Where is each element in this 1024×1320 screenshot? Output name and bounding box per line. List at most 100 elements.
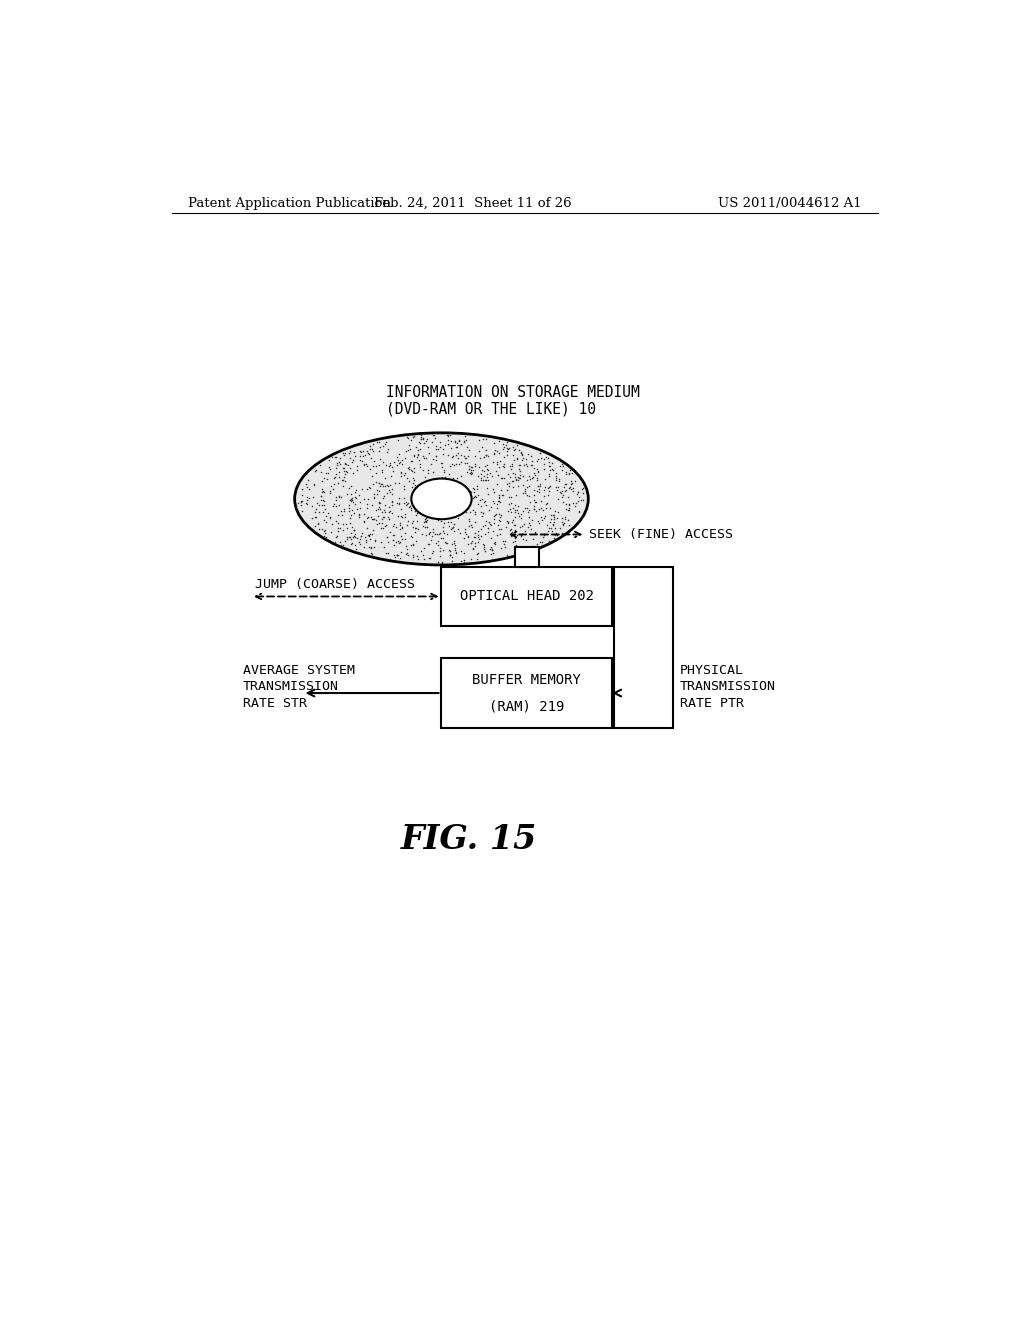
Point (331, 462, 347, 483)
Point (513, 441, 529, 462)
Point (411, 432, 427, 453)
Point (389, 429, 406, 450)
Point (336, 466, 352, 487)
Point (474, 506, 490, 527)
Point (540, 447, 556, 469)
Point (417, 466, 433, 487)
Point (389, 545, 406, 566)
Point (356, 445, 373, 466)
Point (431, 523, 447, 544)
Point (406, 517, 422, 539)
Point (331, 451, 347, 473)
Point (505, 462, 521, 483)
Point (483, 539, 500, 560)
Point (466, 486, 482, 507)
Point (294, 500, 310, 521)
Point (467, 454, 483, 475)
Point (540, 484, 556, 506)
Point (342, 512, 358, 533)
Point (382, 548, 398, 569)
Point (324, 513, 340, 535)
Point (470, 520, 486, 541)
Point (423, 454, 439, 475)
Point (503, 519, 519, 540)
Point (542, 477, 558, 498)
Point (467, 523, 483, 544)
Point (503, 525, 519, 546)
Point (440, 463, 457, 484)
Point (477, 470, 494, 491)
Point (406, 533, 422, 554)
Point (413, 429, 429, 450)
Point (352, 528, 369, 549)
Point (382, 475, 398, 496)
Point (513, 503, 529, 524)
Point (564, 492, 581, 513)
Point (380, 438, 396, 459)
Point (401, 470, 418, 491)
Point (513, 525, 529, 546)
Point (560, 486, 577, 507)
Point (476, 469, 493, 490)
Point (339, 517, 355, 539)
Point (541, 532, 557, 553)
Point (366, 483, 382, 504)
Point (332, 454, 348, 475)
Point (462, 502, 478, 523)
Point (539, 492, 555, 513)
Point (446, 532, 463, 553)
Point (362, 436, 379, 457)
Point (525, 499, 542, 520)
Point (460, 525, 476, 546)
Point (378, 454, 394, 475)
Point (299, 477, 315, 498)
Point (354, 440, 371, 461)
Point (372, 437, 388, 458)
Point (364, 537, 380, 558)
Point (366, 487, 382, 508)
Point (444, 533, 461, 554)
Point (516, 498, 532, 519)
Point (412, 433, 428, 454)
Point (418, 430, 434, 451)
Point (350, 484, 367, 506)
Point (376, 500, 392, 521)
Point (328, 510, 344, 531)
Point (461, 440, 477, 461)
Point (539, 498, 555, 519)
Point (325, 478, 341, 499)
Point (475, 503, 492, 524)
Point (407, 500, 423, 521)
Point (555, 515, 571, 536)
Point (546, 508, 562, 529)
Point (393, 462, 410, 483)
Point (546, 504, 562, 525)
Point (438, 533, 455, 554)
Point (432, 537, 449, 558)
Point (492, 506, 508, 527)
Bar (515, 546, 539, 568)
Point (371, 441, 387, 462)
Point (569, 490, 586, 511)
Point (328, 446, 344, 467)
Point (567, 470, 584, 491)
Point (360, 524, 377, 545)
Point (531, 474, 548, 495)
Point (518, 477, 535, 498)
Point (505, 437, 521, 458)
Point (480, 500, 497, 521)
Text: (DVD-RAM OR THE LIKE) 10: (DVD-RAM OR THE LIKE) 10 (386, 403, 596, 417)
Point (432, 453, 449, 474)
Point (529, 475, 546, 496)
Point (535, 500, 551, 521)
Point (312, 490, 329, 511)
Point (334, 504, 350, 525)
Point (365, 508, 381, 529)
Point (366, 473, 382, 494)
Point (360, 524, 377, 545)
Point (544, 453, 560, 474)
Point (331, 495, 347, 516)
Point (564, 478, 581, 499)
Point (338, 527, 354, 548)
Point (418, 524, 434, 545)
